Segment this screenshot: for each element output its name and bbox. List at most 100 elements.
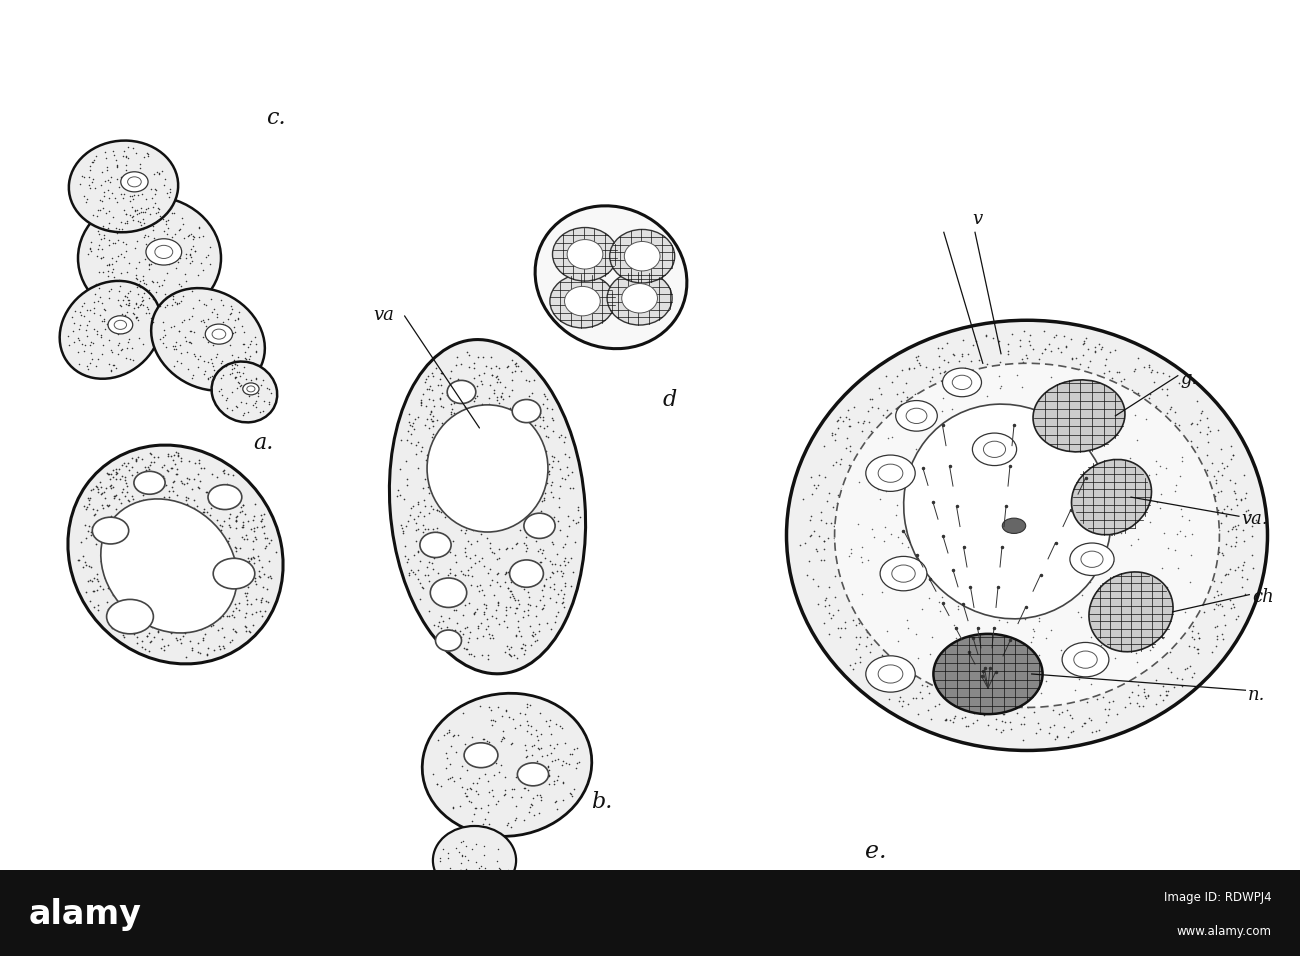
Point xyxy=(1180,659,1201,674)
Point xyxy=(497,540,517,555)
Point xyxy=(963,716,984,731)
Point xyxy=(940,712,961,728)
Point xyxy=(491,731,512,747)
Point xyxy=(114,603,135,619)
Point xyxy=(541,727,562,742)
Point xyxy=(1187,645,1208,661)
Point xyxy=(516,372,537,387)
Point xyxy=(130,204,151,219)
Point xyxy=(900,667,920,683)
Point xyxy=(842,613,863,628)
Point xyxy=(185,456,205,471)
Point xyxy=(139,634,160,649)
Point xyxy=(494,380,515,395)
Point xyxy=(1204,601,1225,617)
Point xyxy=(133,177,153,192)
Point xyxy=(528,399,549,414)
Point xyxy=(131,497,152,512)
Point xyxy=(400,435,421,450)
Point xyxy=(118,292,139,307)
Point xyxy=(1206,524,1227,539)
Point xyxy=(452,385,473,401)
Point xyxy=(850,629,871,644)
Point xyxy=(1234,533,1254,549)
Point xyxy=(1221,501,1241,516)
Point xyxy=(428,424,448,440)
Point xyxy=(131,169,152,185)
Point xyxy=(526,788,547,803)
Point xyxy=(198,641,218,656)
Point xyxy=(114,472,135,488)
Point xyxy=(537,419,558,434)
Point xyxy=(396,433,417,448)
Point xyxy=(872,407,893,423)
Point xyxy=(533,397,554,412)
Point xyxy=(464,648,485,663)
Point xyxy=(1139,642,1160,658)
Point xyxy=(250,513,270,529)
Point xyxy=(480,561,500,576)
Point xyxy=(1014,359,1035,375)
Point xyxy=(1225,476,1245,491)
Ellipse shape xyxy=(1071,460,1152,534)
Point xyxy=(464,393,485,408)
Point xyxy=(140,311,161,326)
Point xyxy=(198,491,218,507)
Point xyxy=(1239,508,1260,523)
Point xyxy=(139,643,160,659)
Point xyxy=(1095,714,1115,729)
Point xyxy=(823,608,844,623)
Point xyxy=(211,370,231,385)
Point xyxy=(185,348,205,363)
Point xyxy=(191,255,212,271)
Point xyxy=(903,577,924,593)
Point xyxy=(118,493,139,509)
Point xyxy=(430,609,451,624)
Point xyxy=(515,544,536,559)
Point xyxy=(126,310,147,325)
Point xyxy=(77,361,98,377)
Point xyxy=(481,712,502,728)
Point xyxy=(153,642,174,658)
Point xyxy=(112,293,133,308)
Point xyxy=(462,813,482,828)
Point xyxy=(1105,650,1126,665)
Point xyxy=(547,768,568,783)
Point xyxy=(415,499,436,514)
Point xyxy=(403,498,424,513)
Point xyxy=(109,179,130,194)
Point xyxy=(486,796,507,812)
Point xyxy=(95,303,116,318)
Point xyxy=(1004,695,1024,710)
Point xyxy=(393,525,413,540)
Point xyxy=(443,396,464,411)
Point xyxy=(1039,337,1060,352)
Point xyxy=(87,527,108,542)
Point xyxy=(194,504,214,519)
Point xyxy=(840,545,861,560)
Point xyxy=(198,312,218,327)
Point xyxy=(530,706,551,721)
Point xyxy=(838,458,859,473)
Point xyxy=(1173,672,1193,687)
Point xyxy=(94,314,114,329)
Point xyxy=(462,646,482,662)
Point xyxy=(464,360,485,376)
Point xyxy=(1180,417,1201,432)
Point xyxy=(209,518,230,533)
Point xyxy=(1127,432,1148,447)
Point xyxy=(1052,704,1072,719)
Point xyxy=(451,862,472,878)
Point xyxy=(176,623,196,639)
Point xyxy=(104,489,125,504)
Point xyxy=(1087,691,1108,706)
Point xyxy=(176,273,196,289)
Point xyxy=(974,707,995,723)
Point xyxy=(134,204,155,219)
Point xyxy=(92,497,113,512)
Point xyxy=(888,672,909,687)
Point xyxy=(803,524,824,539)
Point xyxy=(956,719,976,734)
Point xyxy=(1227,609,1248,624)
Point xyxy=(417,567,438,582)
